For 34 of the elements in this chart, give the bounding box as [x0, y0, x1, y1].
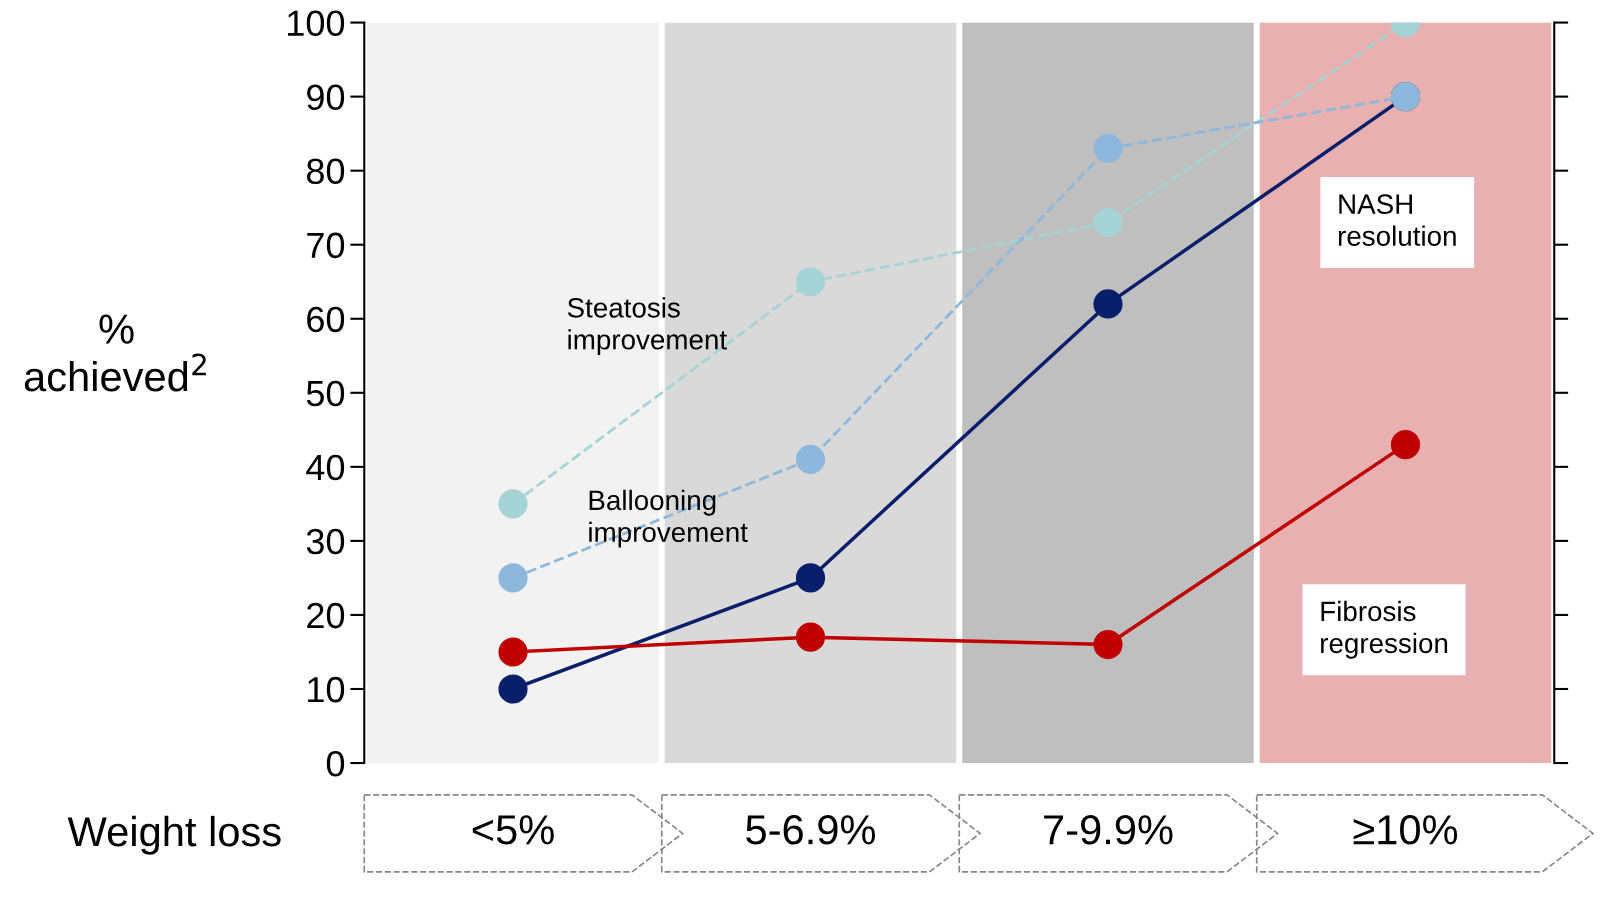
y-tick-label: 30 [306, 528, 345, 555]
y-tick-label: 70 [307, 232, 345, 259]
y-tick-label: 100 [288, 10, 345, 37]
series-label: Steatosis improvement [567, 297, 727, 356]
x-tick-label: ≥10% [1353, 815, 1458, 845]
point [1390, 430, 1421, 460]
series-label: NASH resolution [1338, 194, 1456, 246]
x-tick-label: 5-6.9% [746, 815, 876, 845]
y-tick-label: 60 [307, 306, 345, 333]
x-tick-label: <5% [472, 815, 554, 845]
x-tick-label: 7-9.9% [1044, 815, 1173, 845]
point [1093, 133, 1123, 164]
point [1093, 289, 1123, 319]
y-tick-label: 0 [326, 750, 345, 777]
point [1093, 207, 1123, 238]
point [498, 563, 528, 593]
y-tick-label: 10 [308, 676, 345, 703]
point [795, 563, 826, 593]
point [795, 267, 826, 297]
text: Fibrosis regression [1321, 600, 1448, 659]
y-axis-title: % achieved$^{2}$ [24, 314, 206, 392]
y-tick-label: 40 [306, 454, 345, 481]
point [498, 489, 528, 519]
point [498, 674, 528, 704]
point [795, 622, 826, 652]
x-axis-title: Weight loss [67, 815, 281, 855]
y-tick-label: 50 [306, 380, 345, 407]
y-tick-label: 90 [307, 84, 345, 111]
point [795, 444, 826, 475]
series-label: Ballooning improvement [589, 489, 748, 548]
point [1093, 629, 1123, 660]
y-tick-label: 20 [307, 602, 345, 629]
y-tick-label: 80 [306, 158, 345, 185]
point [498, 637, 528, 667]
